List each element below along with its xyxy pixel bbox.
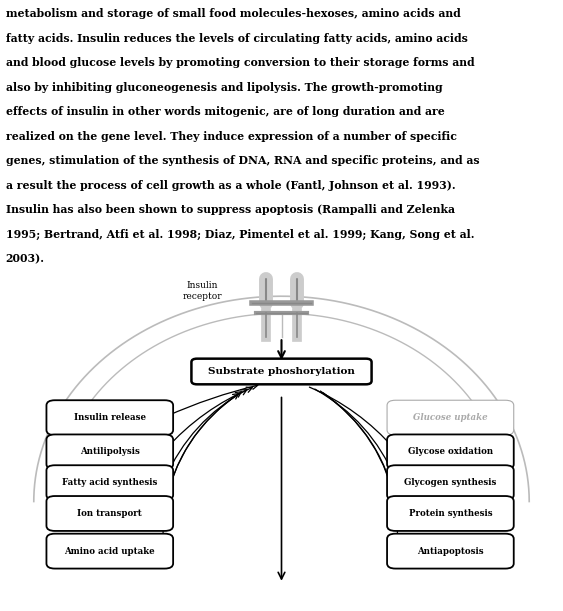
Text: Amino acid uptake: Amino acid uptake — [65, 547, 155, 555]
FancyBboxPatch shape — [387, 496, 513, 531]
Text: effects of insulin in other words mitogenic, are of long duration and are: effects of insulin in other words mitoge… — [6, 106, 444, 117]
Text: Protein synthesis: Protein synthesis — [409, 509, 492, 518]
Text: Glucose uptake: Glucose uptake — [413, 413, 488, 422]
Text: and blood glucose levels by promoting conversion to their storage forms and: and blood glucose levels by promoting co… — [6, 57, 474, 68]
FancyBboxPatch shape — [47, 434, 173, 469]
Text: Insulin has also been shown to suppress apoptosis (Rampalli and Zelenka: Insulin has also been shown to suppress … — [6, 205, 455, 216]
FancyBboxPatch shape — [191, 359, 372, 384]
Text: Ion transport: Ion transport — [77, 509, 142, 518]
Text: Glycose oxidation: Glycose oxidation — [408, 447, 493, 456]
Text: Fatty acid synthesis: Fatty acid synthesis — [62, 478, 158, 487]
Text: metabolism and storage of small food molecules-hexoses, amino acids and: metabolism and storage of small food mol… — [6, 9, 461, 20]
FancyBboxPatch shape — [387, 533, 513, 569]
FancyBboxPatch shape — [47, 465, 173, 500]
Text: Antilipolysis: Antilipolysis — [80, 447, 140, 456]
FancyBboxPatch shape — [47, 400, 173, 435]
Text: fatty acids. Insulin reduces the levels of circulating fatty acids, amino acids: fatty acids. Insulin reduces the levels … — [6, 33, 467, 44]
Text: Insulin release: Insulin release — [74, 413, 146, 422]
Text: Antiapoptosis: Antiapoptosis — [417, 547, 484, 555]
Text: Substrate phoshorylation: Substrate phoshorylation — [208, 367, 355, 376]
FancyBboxPatch shape — [387, 465, 513, 500]
FancyBboxPatch shape — [387, 434, 513, 469]
Text: Glycogen synthesis: Glycogen synthesis — [404, 478, 497, 487]
Text: also by inhibiting gluconeogenesis and lipolysis. The growth-promoting: also by inhibiting gluconeogenesis and l… — [6, 82, 443, 93]
FancyBboxPatch shape — [47, 533, 173, 569]
FancyBboxPatch shape — [387, 400, 513, 435]
Text: Insulin
receptor: Insulin receptor — [183, 282, 222, 301]
Text: 1995; Bertrand, Atfi et al. 1998; Diaz, Pimentel et al. 1999; Kang, Song et al.: 1995; Bertrand, Atfi et al. 1998; Diaz, … — [6, 229, 474, 240]
Text: genes, stimulation of the synthesis of DNA, RNA and specific proteins, and as: genes, stimulation of the synthesis of D… — [6, 155, 479, 166]
FancyBboxPatch shape — [47, 496, 173, 531]
Text: 2003).: 2003). — [6, 254, 44, 265]
Text: realized on the gene level. They induce expression of a number of specific: realized on the gene level. They induce … — [6, 131, 457, 142]
Text: a result the process of cell growth as a whole (Fantl, Johnson et al. 1993).: a result the process of cell growth as a… — [6, 180, 455, 191]
